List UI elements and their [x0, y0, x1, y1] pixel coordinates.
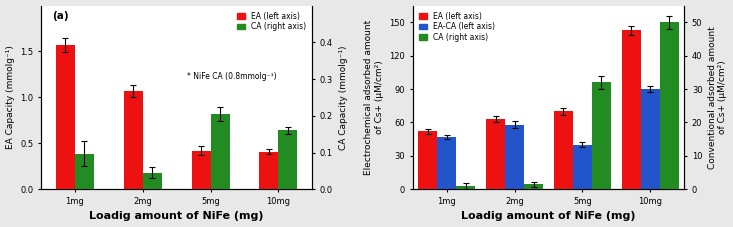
- Bar: [437, 137, 456, 189]
- Bar: [524, 184, 543, 189]
- Bar: [641, 89, 660, 189]
- Legend: EA (left axis), EA-CA (left axis), CA (right axis): EA (left axis), EA-CA (left axis), CA (r…: [416, 9, 497, 44]
- Bar: [486, 119, 505, 189]
- Bar: [75, 154, 94, 189]
- X-axis label: Loadig amount of NiFe (mg): Loadig amount of NiFe (mg): [461, 211, 636, 222]
- Bar: [419, 131, 437, 189]
- Y-axis label: Conventional adsorbed amount
of Cs+ (μM/cm²): Conventional adsorbed amount of Cs+ (μM/…: [708, 26, 727, 169]
- Bar: [259, 152, 279, 189]
- Bar: [622, 30, 641, 189]
- X-axis label: Loadig amount of NiFe (mg): Loadig amount of NiFe (mg): [89, 211, 264, 222]
- Bar: [592, 82, 611, 189]
- Y-axis label: CA Capacity (mmolg⁻¹): CA Capacity (mmolg⁻¹): [339, 45, 347, 150]
- Bar: [191, 151, 210, 189]
- Text: (a): (a): [52, 11, 68, 21]
- Bar: [660, 22, 679, 189]
- Bar: [210, 114, 229, 189]
- Y-axis label: Electrochemical adsorbed amount
of Cs+ (μM/cm²): Electrochemical adsorbed amount of Cs+ (…: [364, 20, 384, 175]
- Text: (b): (b): [424, 11, 441, 21]
- Bar: [505, 125, 524, 189]
- Bar: [56, 45, 75, 189]
- Bar: [573, 145, 592, 189]
- Bar: [456, 186, 475, 189]
- Text: * NiFe CA (0.8mmolg⁻¹): * NiFe CA (0.8mmolg⁻¹): [188, 72, 277, 81]
- Bar: [554, 111, 573, 189]
- Bar: [279, 131, 298, 189]
- Bar: [124, 91, 143, 189]
- Legend: EA (left axis), CA (right axis): EA (left axis), CA (right axis): [235, 9, 309, 34]
- Y-axis label: EA Capacity (mmolg⁻¹): EA Capacity (mmolg⁻¹): [6, 45, 15, 149]
- Bar: [143, 173, 162, 189]
